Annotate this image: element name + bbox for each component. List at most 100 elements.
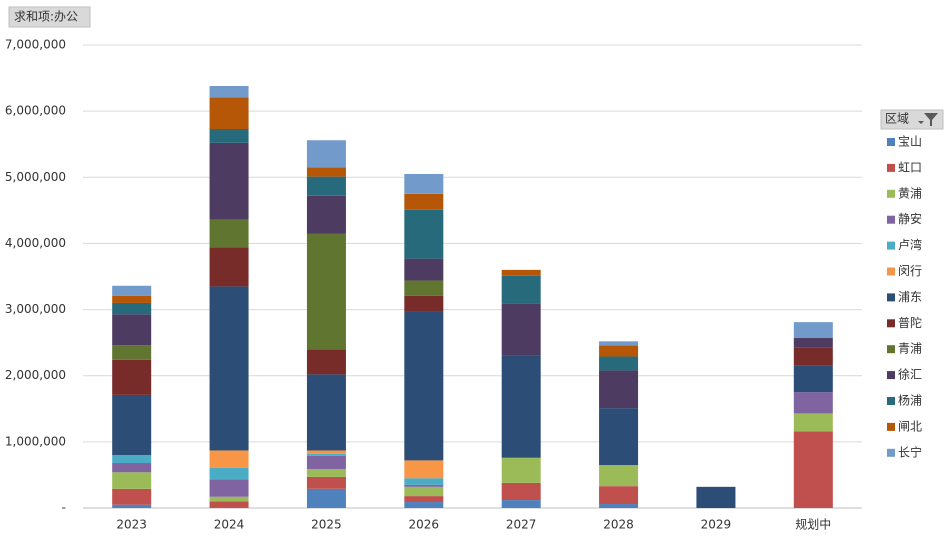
legend-swatch [887,241,895,250]
bar-segment [306,453,346,456]
bar-segment [404,209,444,259]
legend-label: 长宁 [898,444,922,459]
field-button-label: 求和项:办公 [14,9,78,24]
bar-segment [112,455,152,464]
legend-swatch [887,267,895,276]
y-tick-label: 3,000,000 [5,302,66,316]
bar-segment [599,356,639,371]
bar-segment [501,275,541,304]
legend-swatch [887,215,895,224]
bar-segment [501,457,541,483]
bar-segment [599,370,639,409]
legend-swatch [887,163,895,172]
bar-segment [599,345,639,357]
bar-segment [112,314,152,346]
bar-segment [599,486,639,505]
legend-label: 静安 [898,211,922,226]
bar-segment [501,269,541,276]
bar-segment [306,488,346,508]
bar-segment [404,460,444,479]
legend-label: 浦东 [898,290,922,304]
bar-segment [599,465,639,487]
x-tick-label: 2027 [506,518,537,532]
field-button[interactable] [8,6,91,28]
bar-segment [112,504,152,508]
bar-segment [793,365,833,393]
legend-swatch [887,422,895,431]
bar-segment [306,349,346,375]
y-tick-label: 6,000,000 [5,104,66,118]
x-tick-label: 2025 [311,518,342,532]
bar-segment [404,484,444,487]
bar-segment [306,233,346,350]
bar-segment [404,173,444,194]
bar-segment [404,258,444,281]
bar-segment [793,322,833,339]
bar-segment [306,195,346,234]
legend-swatch [887,138,895,146]
bar-segment [209,286,249,451]
bar-segment [306,468,346,477]
bar-segment [599,408,639,466]
bar-segment [793,347,833,366]
legend-label: 杨浦 [898,393,922,408]
bar-segment [404,478,444,485]
bar-segment [306,476,346,489]
bar-segment [501,482,541,501]
bar-segment [404,486,444,497]
bar-segment [599,504,639,508]
bar-segment [599,341,639,346]
y-tick-label: 4,000,000 [5,236,66,250]
bar-segment [306,176,346,196]
x-tick-label: 2024 [214,518,245,532]
bar-segment [306,167,346,177]
bar-segment [112,472,152,489]
y-tick-label: 1,000,000 [5,434,66,448]
filter-icon[interactable] [924,113,938,126]
bar-segment [793,413,833,432]
bar-segment [404,502,444,508]
legend-swatch [887,397,895,405]
bar-segment [209,86,249,98]
y-tick-label: - [62,501,66,515]
bar-segment [501,500,541,508]
legend-title: 区域 [885,112,909,126]
x-tick-label: 2023 [116,518,147,532]
bar-segment [404,496,444,503]
bar-segment [209,496,249,502]
legend-swatch [887,371,895,380]
bar-segment [209,219,249,248]
legend-swatch [887,293,895,302]
bar-segment [404,280,444,296]
legend-swatch [887,319,895,328]
bar-segment [306,374,346,451]
x-tick-label: 2029 [701,518,732,532]
bar-segment [112,359,152,395]
bar-segment [306,455,346,469]
legend-swatch [887,189,895,198]
x-tick-label: 2026 [409,518,440,532]
y-tick-label: 2,000,000 [5,368,66,382]
bar-segment [209,467,249,480]
bar-segment [209,501,249,508]
bar-segment [209,450,249,468]
bar-segment [209,142,249,220]
bar-segment [112,345,152,360]
bar-segment [404,193,444,210]
bar-segment [306,140,346,168]
bar-segment [112,295,152,303]
legend-label: 虹口 [898,160,922,174]
dropdown-icon [918,121,924,124]
bar-segment [404,311,444,461]
bar-segment [209,129,249,143]
legend-label: 徐汇 [898,367,922,382]
legend-label: 黄浦 [898,186,922,200]
bar-segment [112,488,152,505]
y-tick-label: 5,000,000 [5,170,66,184]
legend-label: 闵行 [898,263,922,278]
legend-label: 闸北 [898,419,922,433]
legend-label: 卢湾 [898,237,922,252]
bar-segment [404,295,444,312]
x-tick-label: 2028 [603,518,634,532]
